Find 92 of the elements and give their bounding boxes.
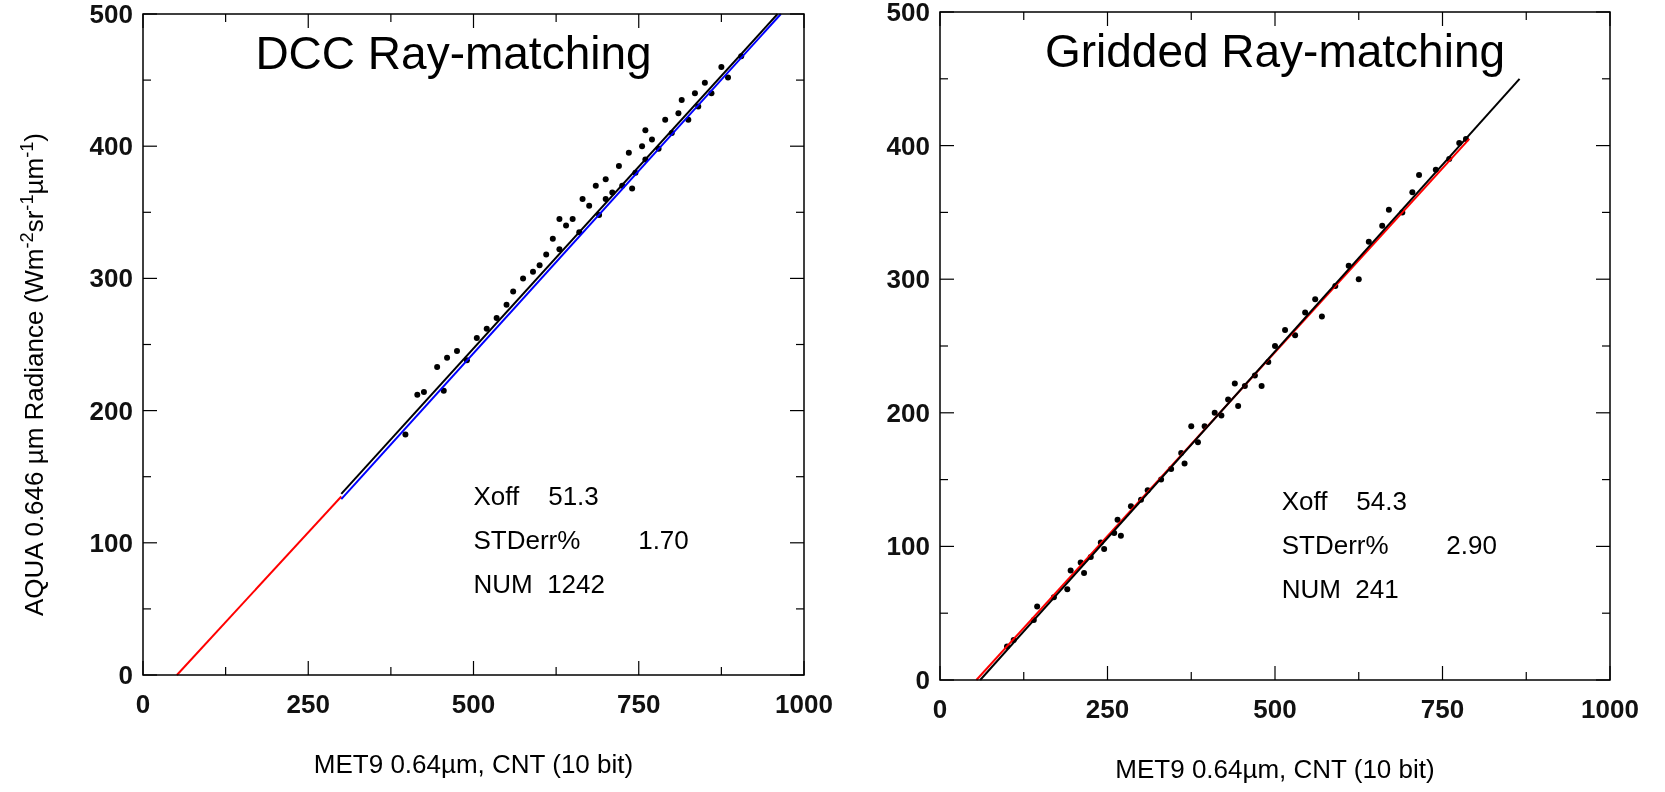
- point: [493, 315, 500, 322]
- y-tick-label: 300: [89, 263, 133, 294]
- point: [1282, 326, 1289, 333]
- x-tick-label: 250: [1085, 694, 1130, 724]
- y-tick-label: 300: [886, 264, 930, 295]
- point: [556, 246, 563, 253]
- point: [615, 163, 622, 170]
- point: [556, 215, 563, 222]
- point: [1231, 380, 1238, 387]
- point: [536, 262, 543, 269]
- point: [662, 116, 669, 123]
- point: [625, 149, 632, 156]
- y-tick-label: 200: [886, 397, 930, 428]
- point: [529, 268, 536, 275]
- point: [1235, 403, 1242, 410]
- point: [691, 90, 698, 97]
- point: [1272, 343, 1278, 349]
- y-tick-label: 500: [886, 0, 930, 27]
- x-tick-label: 750: [1420, 694, 1465, 724]
- annotation: Xoff 51.3: [473, 481, 599, 511]
- point: [420, 389, 427, 396]
- point: [503, 301, 510, 308]
- point: [1117, 532, 1124, 539]
- y-tick-label: 200: [89, 395, 133, 426]
- point: [453, 348, 460, 355]
- point: [1416, 171, 1423, 178]
- point: [520, 275, 527, 282]
- x-tick-label: 1000: [775, 689, 833, 719]
- point: [1365, 238, 1372, 245]
- point: [1188, 423, 1195, 430]
- point: [586, 202, 593, 209]
- point: [1064, 586, 1071, 593]
- y-tick-label: 100: [886, 531, 930, 562]
- point: [1101, 546, 1108, 553]
- point: [1312, 296, 1319, 303]
- y-tick-label: 400: [89, 131, 133, 162]
- point: [414, 391, 421, 398]
- point: [473, 334, 480, 341]
- x-tick-label: 500: [1253, 694, 1297, 724]
- point: [579, 196, 586, 203]
- point: [1067, 567, 1074, 574]
- x-tick-label: 500: [451, 689, 496, 719]
- point: [1258, 383, 1265, 390]
- point: [642, 127, 649, 134]
- point: [701, 79, 708, 86]
- x-tick-label: 750: [617, 689, 661, 719]
- point: [549, 235, 556, 242]
- point: [543, 251, 550, 258]
- chart-title: DCC Ray-matching: [255, 27, 652, 79]
- point: [483, 325, 490, 332]
- point: [1034, 603, 1041, 610]
- point: [1409, 189, 1416, 196]
- x-axis-title: MET9 0.64µm, CNT (10 bit): [1115, 754, 1435, 784]
- x-axis-title: MET9 0.64µm, CNT (10 bit): [313, 749, 634, 779]
- annotation: NUM 241: [1281, 574, 1399, 604]
- point: [1194, 439, 1201, 446]
- point: [1355, 276, 1362, 283]
- annotation: NUM 1242: [473, 569, 605, 599]
- point: [592, 182, 599, 189]
- x-tick-label: 250: [286, 689, 330, 719]
- y-tick-label: 500: [89, 0, 133, 29]
- y-tick-label: 0: [118, 660, 133, 690]
- annotation: Xoff 54.3: [1281, 486, 1407, 516]
- x-tick-label: 1000: [1581, 694, 1639, 724]
- point: [1385, 206, 1392, 213]
- point: [718, 63, 725, 70]
- point: [602, 176, 609, 183]
- point: [648, 136, 655, 143]
- annotation: STDerr% 2.90: [1281, 530, 1497, 560]
- point: [444, 354, 451, 361]
- point: [1211, 409, 1218, 416]
- point: [1302, 309, 1309, 316]
- annotation: STDerr% 1.70: [473, 525, 689, 555]
- point: [675, 110, 682, 117]
- point: [1292, 332, 1299, 339]
- y-tick-label: 100: [89, 527, 133, 558]
- point: [678, 96, 685, 103]
- y-tick-label: 400: [886, 130, 930, 161]
- point: [1081, 570, 1088, 577]
- point: [434, 363, 441, 370]
- point: [629, 185, 636, 192]
- y-tick-label: 0: [915, 665, 930, 695]
- point: [1318, 313, 1325, 320]
- point: [510, 288, 517, 295]
- point: [402, 431, 409, 438]
- point: [639, 143, 646, 150]
- point: [563, 222, 570, 229]
- point: [1181, 460, 1188, 467]
- chart-title: Gridded Ray-matching: [1044, 25, 1506, 77]
- point: [569, 215, 576, 222]
- point: [1379, 222, 1386, 229]
- point: [440, 387, 447, 394]
